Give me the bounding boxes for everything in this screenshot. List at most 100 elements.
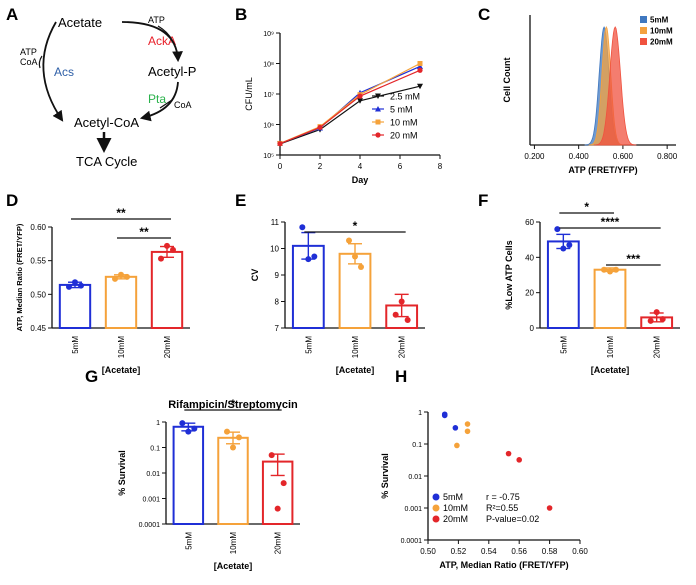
y-tick-label: 10⁸ bbox=[263, 62, 274, 69]
y-tick-label: 11 bbox=[271, 218, 280, 227]
y-tick-label: 0.01 bbox=[408, 474, 422, 481]
category-label: 20mM bbox=[398, 336, 407, 359]
y-tick-label: 0.0001 bbox=[401, 538, 423, 545]
y-tick-label: 0.50 bbox=[30, 290, 46, 299]
stat-p: P-value=0.02 bbox=[486, 514, 539, 524]
data-point bbox=[72, 279, 78, 286]
y-tick-label: 9 bbox=[275, 271, 280, 280]
series-line-20mM bbox=[279, 69, 421, 145]
data-point bbox=[185, 428, 192, 435]
chart-d-atp-ratio: 0.45 0.50 0.55 0.60 5mM 10mM 20mM [Acetate] ATP,… bbox=[15, 206, 190, 375]
data-point bbox=[404, 317, 411, 324]
x-tick-label: 0.52 bbox=[451, 547, 467, 556]
panel-label-e: E bbox=[235, 191, 246, 210]
y-tick-label: 0 bbox=[530, 324, 535, 333]
legend-swatch bbox=[640, 16, 647, 23]
node-acetate: Acetate bbox=[58, 15, 102, 30]
data-point bbox=[554, 226, 561, 233]
y-tick-label: 0.60 bbox=[30, 223, 46, 232]
data-point bbox=[417, 61, 423, 66]
data-point bbox=[464, 421, 471, 427]
data-point bbox=[392, 311, 399, 318]
data-point bbox=[170, 246, 176, 253]
data-point bbox=[607, 268, 613, 275]
y-tick-label: 10⁹ bbox=[263, 31, 274, 38]
y-tick-label: 8 bbox=[275, 298, 280, 307]
category-label: 20mM bbox=[274, 532, 283, 555]
node-acetyl-p: Acetyl-P bbox=[148, 64, 196, 79]
data-point bbox=[164, 242, 170, 249]
y-axis-title: %Low ATP Cells bbox=[504, 240, 514, 309]
x-axis-title: [Acetate] bbox=[591, 365, 630, 375]
x-tick-label: 0.600 bbox=[613, 152, 634, 161]
cofactor-atp: ATP bbox=[148, 15, 165, 25]
data-point bbox=[398, 298, 405, 305]
data-point bbox=[268, 452, 275, 459]
significance-label: * bbox=[353, 219, 358, 233]
data-point bbox=[311, 253, 318, 260]
arrow-acetyl-p-to-acetyl-coa bbox=[139, 81, 179, 122]
data-point bbox=[566, 241, 573, 248]
legend-marker bbox=[432, 515, 440, 523]
legend-label: 10mM bbox=[650, 27, 673, 36]
data-point bbox=[224, 428, 230, 435]
atp-tick bbox=[157, 25, 173, 41]
legend-label: 20mM bbox=[650, 38, 673, 47]
bar-10mM bbox=[217, 436, 249, 526]
data-point bbox=[601, 266, 607, 273]
legend-label: 20 mM bbox=[390, 131, 418, 141]
category-label: 20mM bbox=[163, 336, 172, 359]
stat-r: r = -0.75 bbox=[486, 492, 520, 502]
y-axis-title: % Survival bbox=[380, 453, 390, 499]
y-tick-label: 0.1 bbox=[412, 442, 422, 449]
legend-marker bbox=[375, 132, 381, 138]
chart-b-growth: 0 2 4 6 8 10⁵ 10⁶ 10⁷ 10⁸ 10⁹ Day CFU/mL 2.5 mM 5 mM 1… bbox=[244, 31, 443, 185]
y-tick-label: 10⁷ bbox=[264, 92, 275, 99]
legend-label: 10mM bbox=[443, 503, 468, 513]
y-tick-label: 0.45 bbox=[30, 324, 46, 333]
y-axis-title: ATP, Median Ratio (FRET/YFP) bbox=[15, 223, 24, 331]
bar-5mM bbox=[546, 240, 580, 329]
cofactor-coa-acs: CoA bbox=[20, 57, 38, 67]
x-tick-label: 0.50 bbox=[420, 547, 436, 556]
y-tick-label: 10⁶ bbox=[263, 123, 274, 130]
data-point bbox=[546, 505, 553, 511]
data-point bbox=[560, 245, 567, 252]
significance-label: **** bbox=[601, 215, 620, 229]
x-axis-title: ATP, Median Ratio (FRET/YFP) bbox=[439, 560, 568, 570]
node-tca-cycle: TCA Cycle bbox=[76, 154, 137, 169]
data-point bbox=[647, 317, 654, 324]
category-label: 10mM bbox=[229, 532, 238, 555]
y-tick-label: 0.01 bbox=[146, 471, 160, 478]
category-label: 10mM bbox=[606, 336, 615, 359]
chart-title: Rifampicin/Streptomycin bbox=[168, 399, 298, 411]
enzyme-pta: Pta bbox=[148, 92, 166, 106]
data-point bbox=[352, 253, 358, 260]
panel-label-h: H bbox=[395, 367, 407, 386]
y-tick-label: 1 bbox=[156, 420, 160, 427]
node-acetyl-coa: Acetyl-CoA bbox=[74, 115, 139, 130]
y-axis-title: Cell Count bbox=[502, 58, 512, 103]
x-tick-label: 4 bbox=[358, 162, 363, 171]
category-label: 5mM bbox=[559, 336, 568, 354]
data-point bbox=[357, 93, 363, 99]
significance-label: ** bbox=[116, 206, 126, 220]
data-point bbox=[118, 271, 124, 278]
x-axis-title: [Acetate] bbox=[214, 561, 253, 571]
histogram-20mM bbox=[593, 26, 637, 146]
significance-label: ** bbox=[139, 225, 149, 239]
legend-swatch bbox=[640, 27, 647, 34]
panel-label-g: G bbox=[85, 367, 98, 386]
y-axis-title: CFU/mL bbox=[244, 77, 254, 111]
y-axis-title: % Survival bbox=[117, 450, 127, 496]
bar-10mM bbox=[104, 275, 138, 329]
y-tick-label: 10⁵ bbox=[263, 153, 274, 160]
category-label: 5mM bbox=[304, 336, 313, 354]
data-point bbox=[230, 444, 236, 451]
y-tick-label: 1 bbox=[418, 410, 422, 417]
enzyme-acs: Acs bbox=[54, 65, 74, 79]
data-point bbox=[357, 98, 363, 104]
x-tick-label: 0.58 bbox=[542, 547, 558, 556]
y-tick-label: 0.001 bbox=[404, 506, 422, 513]
y-tick-label: 7 bbox=[275, 324, 280, 333]
